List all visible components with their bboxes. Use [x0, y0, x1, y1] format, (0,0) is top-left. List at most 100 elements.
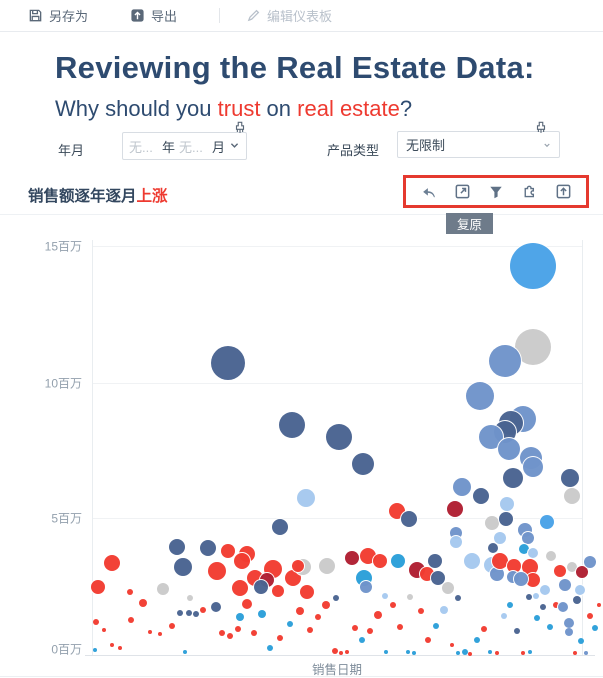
data-point-bubble[interactable]	[193, 611, 199, 617]
data-point-bubble[interactable]	[277, 635, 283, 641]
undo-button[interactable]	[418, 181, 440, 203]
data-point-bubble[interactable]	[464, 553, 480, 569]
data-point-bubble[interactable]	[352, 625, 358, 631]
data-point-bubble[interactable]	[345, 551, 359, 565]
data-point-bubble[interactable]	[367, 628, 373, 634]
data-point-bubble[interactable]	[547, 624, 553, 630]
data-point-bubble[interactable]	[401, 511, 417, 527]
data-point-bubble[interactable]	[584, 556, 596, 568]
data-point-bubble[interactable]	[391, 554, 405, 568]
data-point-bubble[interactable]	[359, 637, 365, 643]
data-point-bubble[interactable]	[174, 558, 192, 576]
data-point-bubble[interactable]	[453, 478, 471, 496]
data-point-bubble[interactable]	[352, 453, 374, 475]
data-point-bubble[interactable]	[474, 637, 480, 643]
data-point-bubble[interactable]	[462, 649, 468, 655]
data-point-bubble[interactable]	[488, 650, 492, 654]
data-point-bubble[interactable]	[533, 593, 539, 599]
data-point-bubble[interactable]	[540, 515, 554, 529]
data-point-bubble[interactable]	[576, 566, 588, 578]
product-filter-select[interactable]: 无限制	[397, 131, 560, 158]
data-point-bubble[interactable]	[431, 571, 445, 585]
data-point-bubble[interactable]	[234, 553, 250, 569]
data-point-bubble[interactable]	[407, 594, 413, 600]
data-point-bubble[interactable]	[158, 632, 162, 636]
data-point-bubble[interactable]	[587, 613, 593, 619]
data-point-bubble[interactable]	[418, 608, 424, 614]
data-point-bubble[interactable]	[554, 565, 566, 577]
data-point-bubble[interactable]	[578, 638, 584, 644]
data-point-bubble[interactable]	[575, 585, 585, 595]
data-point-bubble[interactable]	[466, 382, 494, 410]
data-point-bubble[interactable]	[339, 651, 343, 655]
data-point-bubble[interactable]	[307, 627, 313, 633]
data-point-bubble[interactable]	[450, 536, 462, 548]
data-point-bubble[interactable]	[522, 532, 534, 544]
data-point-bubble[interactable]	[384, 650, 388, 654]
data-point-bubble[interactable]	[495, 651, 499, 655]
data-point-bubble[interactable]	[442, 582, 454, 594]
data-point-bubble[interactable]	[559, 579, 571, 591]
data-point-bubble[interactable]	[297, 489, 315, 507]
data-point-bubble[interactable]	[219, 630, 225, 636]
data-point-bubble[interactable]	[507, 602, 513, 608]
data-point-bubble[interactable]	[514, 572, 528, 586]
data-point-bubble[interactable]	[345, 650, 349, 654]
data-point-bubble[interactable]	[523, 457, 543, 477]
data-point-bubble[interactable]	[235, 626, 241, 632]
data-point-bubble[interactable]	[510, 243, 556, 289]
data-point-bubble[interactable]	[425, 637, 431, 643]
data-point-bubble[interactable]	[468, 652, 472, 656]
data-point-bubble[interactable]	[390, 602, 396, 608]
data-point-bubble[interactable]	[406, 650, 410, 654]
data-point-bubble[interactable]	[221, 544, 235, 558]
data-point-bubble[interactable]	[382, 593, 388, 599]
data-point-bubble[interactable]	[127, 589, 133, 595]
data-point-bubble[interactable]	[169, 623, 175, 629]
data-point-bubble[interactable]	[492, 553, 508, 569]
data-point-bubble[interactable]	[254, 580, 268, 594]
data-point-bubble[interactable]	[519, 544, 529, 554]
data-point-bubble[interactable]	[102, 628, 106, 632]
data-point-bubble[interactable]	[186, 610, 192, 616]
data-point-bubble[interactable]	[592, 625, 598, 631]
data-point-bubble[interactable]	[292, 560, 304, 572]
data-point-bubble[interactable]	[450, 643, 454, 647]
data-point-bubble[interactable]	[296, 607, 304, 615]
data-point-bubble[interactable]	[232, 580, 248, 596]
data-point-bubble[interactable]	[148, 630, 152, 634]
clear-filter-brush-icon[interactable]	[233, 121, 247, 140]
data-point-bubble[interactable]	[433, 623, 439, 629]
data-point-bubble[interactable]	[110, 643, 114, 647]
data-point-bubble[interactable]	[420, 567, 434, 581]
data-point-bubble[interactable]	[104, 555, 120, 571]
data-point-bubble[interactable]	[526, 573, 540, 587]
data-point-bubble[interactable]	[227, 633, 233, 639]
data-point-bubble[interactable]	[183, 650, 187, 654]
data-point-bubble[interactable]	[499, 512, 513, 526]
data-point-bubble[interactable]	[397, 624, 403, 630]
data-point-bubble[interactable]	[208, 562, 226, 580]
data-point-bubble[interactable]	[236, 613, 244, 621]
data-point-bubble[interactable]	[584, 651, 588, 655]
data-point-bubble[interactable]	[561, 469, 579, 487]
data-point-bubble[interactable]	[93, 619, 99, 625]
data-point-bubble[interactable]	[489, 345, 521, 377]
filter-funnel-button[interactable]	[485, 181, 507, 203]
data-point-bubble[interactable]	[332, 648, 338, 654]
data-point-bubble[interactable]	[498, 438, 520, 460]
data-point-bubble[interactable]	[139, 599, 147, 607]
data-point-bubble[interactable]	[456, 651, 460, 655]
data-point-bubble[interactable]	[279, 412, 305, 438]
edit-dashboard-button[interactable]: 编辑仪表板	[246, 6, 332, 25]
data-point-bubble[interactable]	[315, 614, 321, 620]
data-point-bubble[interactable]	[326, 424, 352, 450]
data-point-bubble[interactable]	[490, 567, 504, 581]
data-point-bubble[interactable]	[211, 602, 221, 612]
chevron-down-icon[interactable]	[229, 139, 240, 154]
clear-filter-brush-icon[interactable]	[534, 121, 548, 140]
data-point-bubble[interactable]	[573, 651, 577, 655]
data-point-bubble[interactable]	[473, 488, 489, 504]
expand-button[interactable]	[451, 181, 473, 203]
data-point-bubble[interactable]	[565, 628, 573, 636]
